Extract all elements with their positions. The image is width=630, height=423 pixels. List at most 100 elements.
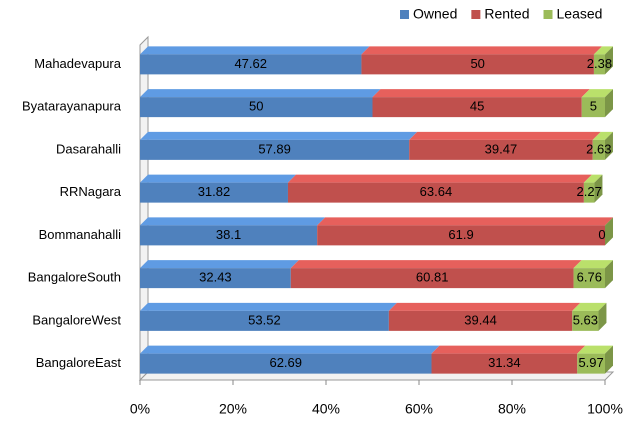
bar-top bbox=[583, 174, 603, 183]
bar-top bbox=[577, 345, 613, 354]
data-label: 61.9 bbox=[448, 227, 473, 242]
data-label: 50 bbox=[470, 56, 484, 71]
legend-label: Rented bbox=[484, 6, 529, 22]
floor bbox=[138, 371, 615, 381]
y-tick-label: Mahadevapura bbox=[34, 56, 121, 71]
x-tick-label: 40% bbox=[312, 401, 340, 417]
data-label: 2.38 bbox=[587, 56, 612, 71]
y-tick-label: BangaloreSouth bbox=[28, 270, 121, 285]
bar bbox=[572, 310, 599, 331]
bar bbox=[577, 353, 605, 374]
bar bbox=[140, 310, 389, 331]
bar-top bbox=[140, 46, 370, 55]
bar bbox=[287, 182, 584, 203]
bar-top bbox=[388, 302, 581, 311]
data-label: 39.47 bbox=[485, 141, 518, 156]
bar-top bbox=[140, 131, 418, 140]
bar-top bbox=[592, 131, 613, 140]
bar bbox=[581, 97, 605, 118]
bar-top bbox=[409, 131, 601, 140]
data-label: 45 bbox=[470, 99, 484, 114]
bar-side bbox=[605, 345, 613, 374]
bar-side bbox=[605, 260, 613, 289]
x-tick-label: 100% bbox=[587, 401, 623, 417]
y-tick-label: Byatarayanapura bbox=[22, 99, 122, 114]
data-label: 6.76 bbox=[577, 270, 602, 285]
data-label: 62.69 bbox=[269, 355, 302, 370]
bar-side bbox=[605, 217, 613, 246]
bar-side bbox=[604, 131, 613, 160]
bar bbox=[361, 54, 594, 75]
bar-top bbox=[372, 89, 590, 98]
bar-side bbox=[594, 174, 603, 203]
data-label: 47.62 bbox=[234, 56, 267, 71]
bar-top bbox=[140, 302, 397, 311]
y-tick-label: BangaloreEast bbox=[36, 355, 122, 370]
data-label: 2.27 bbox=[577, 184, 602, 199]
bar-top bbox=[290, 260, 582, 269]
bar-side bbox=[598, 302, 607, 331]
legend-swatch bbox=[543, 10, 553, 19]
data-label: 57.89 bbox=[258, 141, 291, 156]
bar bbox=[583, 182, 595, 203]
bar bbox=[140, 268, 291, 289]
data-label: 31.82 bbox=[198, 184, 231, 199]
x-tick-label: 80% bbox=[498, 401, 526, 417]
bar bbox=[592, 139, 605, 160]
bar bbox=[140, 139, 410, 160]
bar bbox=[140, 225, 318, 246]
y-tick-label: BangaloreWest bbox=[32, 312, 121, 327]
data-label: 63.64 bbox=[420, 184, 453, 199]
bar bbox=[140, 54, 362, 75]
data-label: 50 bbox=[249, 99, 263, 114]
data-label: 39.44 bbox=[464, 312, 497, 327]
data-label: 38.1 bbox=[216, 227, 241, 242]
bar bbox=[409, 139, 593, 160]
data-label: 31.34 bbox=[488, 355, 521, 370]
bar bbox=[593, 54, 605, 75]
bar bbox=[317, 225, 605, 246]
legend-swatch bbox=[471, 10, 481, 19]
bar-top bbox=[361, 46, 602, 55]
data-label: 5.97 bbox=[578, 355, 603, 370]
data-label: 32.43 bbox=[199, 270, 232, 285]
bar-top bbox=[572, 302, 607, 311]
bar bbox=[140, 182, 288, 203]
bar-top bbox=[140, 217, 326, 226]
bar-top bbox=[431, 345, 586, 354]
legend-label: Owned bbox=[413, 6, 457, 22]
data-label: 2.63 bbox=[586, 141, 611, 156]
bar bbox=[573, 268, 605, 289]
data-label: 60.81 bbox=[416, 270, 449, 285]
bar bbox=[140, 97, 373, 118]
bar-top bbox=[140, 174, 296, 183]
data-label: 53.52 bbox=[248, 312, 281, 327]
bar bbox=[290, 268, 574, 289]
data-label: 0 bbox=[598, 227, 605, 242]
y-tick-label: RRNagara bbox=[60, 184, 122, 199]
bar-top bbox=[140, 345, 440, 354]
bar-top bbox=[581, 89, 613, 98]
bar bbox=[431, 353, 578, 374]
legend-swatch bbox=[400, 10, 409, 19]
x-tick-label: 20% bbox=[219, 401, 247, 417]
bar-top bbox=[140, 260, 299, 269]
data-label: 5.63 bbox=[573, 312, 598, 327]
bar-top bbox=[317, 217, 613, 226]
bar-top bbox=[140, 89, 381, 98]
y-tick-label: Dasarahalli bbox=[56, 141, 121, 156]
bar-top bbox=[573, 260, 613, 269]
x-tick-label: 60% bbox=[405, 401, 433, 417]
bar-top bbox=[287, 174, 592, 183]
bar bbox=[372, 97, 582, 118]
bar bbox=[388, 310, 573, 331]
bar bbox=[140, 353, 432, 374]
bar-top bbox=[593, 46, 613, 55]
bar-side bbox=[605, 89, 613, 118]
x-tick-label: 0% bbox=[130, 401, 150, 417]
data-label: 5 bbox=[590, 99, 597, 114]
y-tick-label: Bommanahalli bbox=[39, 227, 121, 242]
bar-side bbox=[605, 46, 613, 75]
legend-label: Leased bbox=[557, 6, 603, 22]
